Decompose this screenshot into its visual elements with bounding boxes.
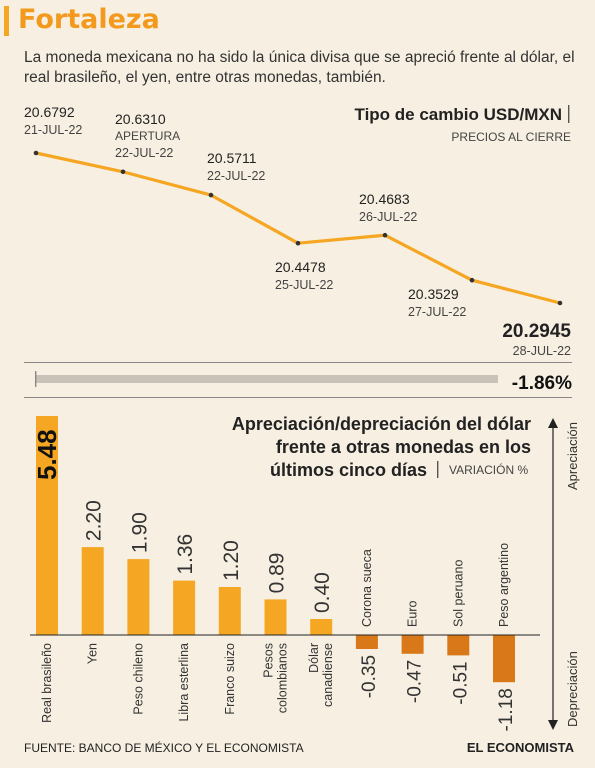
bar-value-label: 1.36	[174, 534, 197, 575]
bar-value-label: 5.48	[32, 429, 62, 480]
apreciacion-arrow-icon	[548, 418, 558, 428]
point-date-label: 25-JUL-22	[275, 278, 333, 292]
point-value-label: 20.6310	[115, 111, 166, 127]
point-value-label: 20.4683	[359, 191, 410, 207]
bar	[36, 416, 58, 635]
bar-chart-title-line-3: últimos cinco días	[270, 460, 427, 480]
bar-value-label: -0.47	[405, 660, 426, 703]
point-value-label: 20.4478	[275, 259, 326, 275]
line-chart-subtitle: PRECIOS AL CIERRE	[451, 130, 571, 144]
bar	[264, 599, 287, 635]
depreciacion-label: Depreciación	[565, 651, 580, 727]
point-value-label: 20.2945	[502, 321, 571, 342]
bar-value-label: -0.51	[450, 661, 471, 704]
category-label: Euro	[406, 601, 420, 627]
series-point	[382, 232, 388, 238]
change-bar-top-rule	[24, 362, 572, 363]
series-point	[120, 169, 126, 175]
point-value-label: 20.3529	[408, 286, 459, 302]
bar	[447, 635, 470, 656]
change-label: -1.86%	[512, 373, 572, 394]
category-label: colombianos	[276, 643, 290, 713]
category-label: Peso chileno	[131, 643, 145, 715]
category-label: Peso argentino	[497, 543, 511, 627]
category-label: Yen	[86, 643, 100, 664]
point-date-label: 28-JUL-22	[513, 344, 571, 358]
bar	[173, 580, 196, 635]
source-note: FUENTE: BANCO DE MÉXICO Y EL ECONOMISTA	[24, 740, 304, 755]
point-value-label: 20.5711	[207, 150, 257, 166]
category-label: Corona sueca	[360, 549, 374, 627]
category-label: Real brasileño	[40, 643, 54, 723]
publisher-logo: EL ECONOMISTA	[467, 740, 575, 755]
bar-value-label: 0.89	[266, 553, 289, 594]
series-point	[295, 240, 301, 246]
point-note-label: APERTURA	[115, 129, 180, 143]
series-point	[469, 277, 475, 283]
point-date-label: 27-JUL-22	[408, 305, 466, 319]
page-title: Fortaleza	[18, 4, 160, 35]
point-value-label: 20.6792	[24, 104, 75, 120]
bar-chart-title-line-1: Apreciación/depreciación del dólar	[232, 414, 531, 434]
bar	[81, 547, 104, 635]
point-date-label: 22-JUL-22	[207, 169, 265, 183]
apreciacion-label: Apreciación	[565, 422, 580, 490]
change-bar-track	[36, 375, 498, 383]
page-subtitle: La moneda mexicana no ha sido la única d…	[24, 49, 575, 86]
point-date-label: 21-JUL-22	[24, 123, 82, 137]
depreciacion-arrow-icon	[548, 720, 558, 730]
category-label: Libra esterlina	[177, 643, 191, 722]
point-date-label: 22-JUL-22	[115, 146, 173, 160]
change-bar-start-tick	[35, 371, 37, 387]
bar	[493, 635, 515, 683]
line-chart-title-separator	[568, 105, 570, 123]
bar-value-label: 0.40	[311, 572, 334, 613]
series-point	[208, 192, 214, 198]
category-label: Sol peruano	[451, 560, 465, 627]
series-point	[33, 150, 39, 156]
category-label: canadiense	[321, 643, 335, 707]
line-chart-title: Tipo de cambio USD/MXN	[355, 105, 563, 124]
bar-value-label: -1.18	[496, 688, 517, 731]
category-label: Dólar	[307, 643, 321, 673]
category-label: Pesos	[262, 643, 276, 678]
bar-chart-subtitle: VARIACIÓN %	[449, 462, 528, 477]
series-point	[557, 300, 563, 306]
bar-value-label: 2.20	[83, 500, 106, 541]
change-bar-bottom-rule	[24, 397, 572, 398]
bar-chart: 5.48 Real brasileño 2.20 Yen 1.90 Peso chilen…	[30, 416, 540, 731]
bar	[355, 635, 378, 649]
bar	[310, 619, 333, 635]
title-accent-bar	[4, 6, 9, 36]
bar	[127, 559, 150, 635]
bar-value-label: 1.90	[128, 512, 151, 553]
bar-value-label: 1.20	[220, 540, 243, 581]
category-label: Franco suizo	[223, 643, 237, 715]
bar	[401, 635, 424, 654]
bar-chart-title-separator	[437, 461, 439, 478]
bar-chart-title-line-2: frente a otras monedas en los	[276, 437, 531, 457]
bar	[218, 587, 241, 635]
point-date-label: 26-JUL-22	[359, 210, 417, 224]
bar-value-label: -0.35	[359, 655, 380, 698]
line-chart: 20.6792 21-JUL-22 20.6310 APERTURA 22-JUL-22…	[24, 104, 571, 358]
